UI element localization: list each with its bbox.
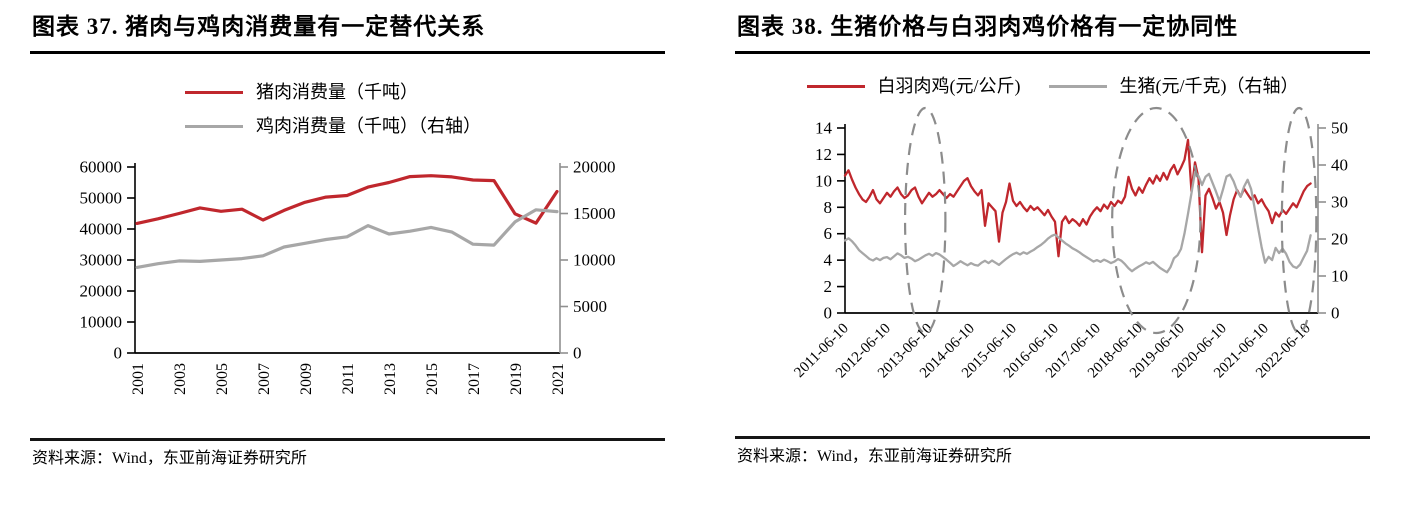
figure-37-title: 图表 37. 猪肉与鸡肉消费量有一定替代关系 — [30, 10, 665, 54]
right-axis-tick-label: 30 — [1331, 193, 1348, 212]
right-axis-tick-label: 5000 — [573, 297, 607, 316]
right-axis-tick-label: 40 — [1331, 156, 1348, 175]
figure-38-line-chart: 02468101214010203040502011-06-102012-06-… — [791, 106, 1348, 381]
legend-item-chicken-consumption: 鸡肉消费量（千吨）（右轴） — [185, 114, 665, 138]
report-figures-row: 图表 37. 猪肉与鸡肉消费量有一定替代关系 猪肉消费量（千吨） 鸡肉消费量（千吨… — [30, 8, 1370, 469]
figure-37-source: 资料来源：Wind，东亚前海证券研究所 — [30, 438, 665, 469]
right-axis-tick-label: 0 — [573, 344, 582, 363]
x-axis-tick-label: 2013 — [382, 363, 399, 395]
figure-38-title: 图表 38. 生猪价格与白羽肉鸡价格有一定协同性 — [735, 10, 1370, 54]
figure-37-line-chart: 0 10000 20000 30000 40000 50000 60000 0 5000 1000… — [80, 158, 616, 396]
left-axis-tick-label: 0 — [114, 344, 123, 363]
figure-38-source: 资料来源：Wind，东亚前海证券研究所 — [735, 436, 1370, 467]
left-axis-tick-label: 50000 — [80, 189, 123, 208]
pork-consumption-legend-swatch — [185, 90, 243, 94]
left-axis-tick-label: 14 — [815, 119, 833, 138]
right-axis-tick-label: 20000 — [573, 158, 616, 177]
right-axis-tick-label: 20 — [1331, 230, 1348, 249]
left-axis-tick-label: 10000 — [80, 313, 123, 332]
left-axis-tick-label: 6 — [824, 224, 833, 243]
pork-consumption-legend-label: 猪肉消费量（千吨） — [256, 82, 418, 102]
figure-37-source-text: 资料来源：Wind，东亚前海证券研究所 — [32, 450, 307, 467]
legend-item-broiler-price: 白羽肉鸡(元/公斤) — [806, 74, 1021, 98]
highlight-ellipse — [1111, 106, 1202, 335]
broiler-price-legend-label: 白羽肉鸡(元/公斤) — [877, 76, 1021, 96]
left-axis-tick-label: 0 — [824, 304, 833, 323]
highlight-ellipse — [1280, 106, 1318, 335]
right-axis-tick-label: 10000 — [573, 251, 616, 270]
hog-price-legend-label: 生猪(元/千克)（右轴） — [1119, 76, 1299, 96]
left-axis-tick-label: 60000 — [80, 158, 123, 177]
chicken-consumption-legend-label: 鸡肉消费量（千吨）（右轴） — [256, 116, 481, 136]
pork-consumption-line — [135, 174, 559, 226]
x-axis-tick-label: 2021 — [550, 363, 567, 395]
left-axis-tick-label: 30000 — [80, 251, 123, 270]
x-axis-tick-label: 2009 — [298, 363, 315, 395]
right-axis-tick-label: 50 — [1331, 119, 1348, 138]
broiler-price-legend-swatch — [806, 84, 865, 88]
broiler-price-line — [843, 138, 1312, 258]
chicken-consumption-legend-swatch — [185, 124, 243, 128]
left-axis-tick-label: 8 — [824, 198, 833, 217]
right-axis-tick-label: 10 — [1331, 267, 1348, 286]
left-axis-tick-label: 40000 — [80, 220, 123, 239]
figure-37-legend: 猪肉消费量（千吨） 鸡肉消费量（千吨）（右轴） — [185, 80, 665, 138]
x-axis-tick-label: 2003 — [172, 363, 189, 395]
panel-figure-38: 图表 38. 生猪价格与白羽肉鸡价格有一定协同性 白羽肉鸡(元/公斤) 生猪(元/… — [735, 8, 1370, 469]
panel-figure-37: 图表 37. 猪肉与鸡肉消费量有一定替代关系 猪肉消费量（千吨） 鸡肉消费量（千吨… — [30, 8, 665, 469]
x-axis-tick-label: 2015 — [424, 363, 441, 395]
x-axis-tick-label: 2007 — [256, 363, 273, 395]
left-axis-tick-label: 20000 — [80, 282, 123, 301]
figure-38-source-text: 资料来源：Wind，东亚前海证券研究所 — [737, 448, 1012, 465]
left-axis-tick-label: 2 — [824, 277, 833, 296]
x-axis-tick-label: 2019 — [508, 363, 525, 395]
x-axis-tick-label: 2001 — [130, 363, 147, 395]
left-axis-tick-label: 4 — [824, 251, 833, 270]
legend-item-hog-price: 生猪(元/千克)（右轴） — [1048, 74, 1299, 98]
left-axis-tick-label: 12 — [815, 145, 832, 164]
right-axis-tick-label: 0 — [1331, 304, 1340, 323]
x-axis-tick-label: 2005 — [214, 363, 231, 395]
chicken-consumption-line — [135, 208, 559, 269]
left-axis-tick-label: 10 — [815, 171, 832, 190]
x-axis-tick-label: 2017 — [466, 363, 483, 395]
highlight-ellipse — [903, 106, 947, 335]
figure-38-legend: 白羽肉鸡(元/公斤) 生猪(元/千克)（右轴） — [735, 74, 1370, 98]
x-axis-tick-label: 2011 — [340, 363, 357, 394]
hog-price-line — [843, 170, 1312, 274]
hog-price-legend-swatch — [1048, 84, 1107, 88]
legend-item-pork-consumption: 猪肉消费量（千吨） — [185, 80, 665, 104]
right-axis-tick-label: 15000 — [573, 204, 616, 223]
